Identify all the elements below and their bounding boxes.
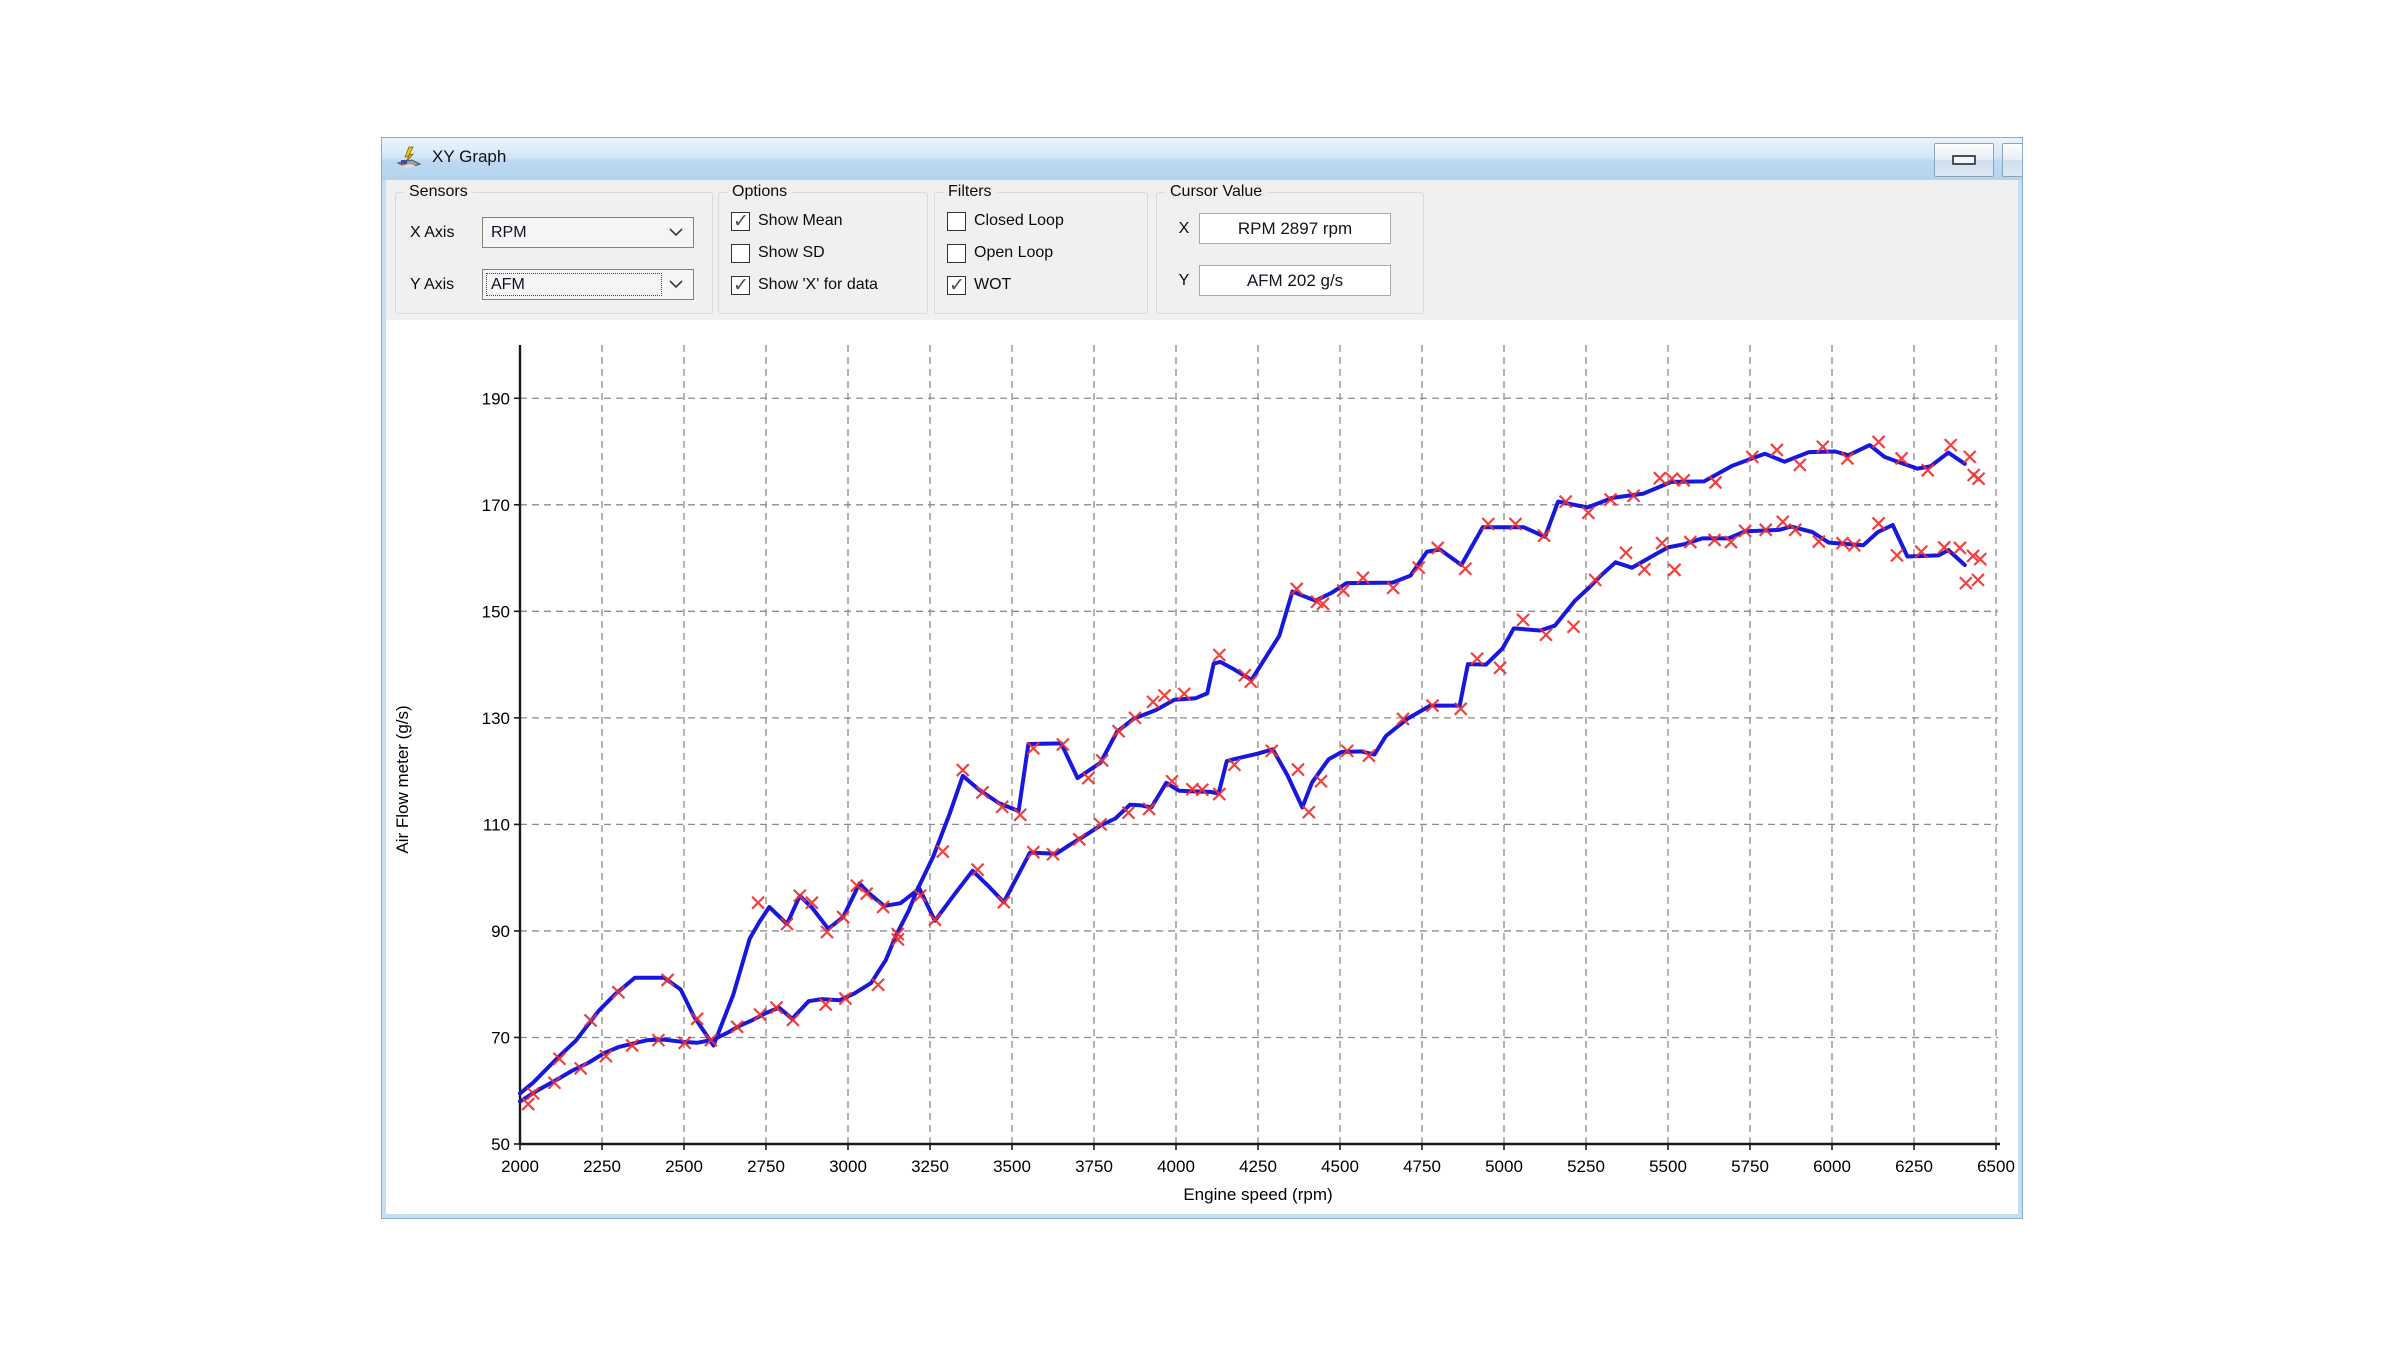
checkbox-show-sd[interactable]: ✓ Show SD: [731, 241, 825, 265]
window-border-bottom: [382, 1214, 2022, 1218]
y-axis-label: Y Axis: [410, 275, 455, 293]
checkbox-icon: ✓: [731, 243, 750, 263]
filters-legend: Filters: [943, 183, 997, 201]
svg-text:90: 90: [491, 922, 510, 941]
svg-text:4000: 4000: [1157, 1157, 1195, 1176]
chart-panel: [386, 320, 2018, 1214]
cursor-value-group: Cursor Value X RPM 2897 rpm Y AFM 202 g/…: [1156, 183, 1424, 314]
svg-text:130: 130: [482, 709, 510, 728]
gridlines: [520, 345, 1998, 1144]
x-axis-title: Engine speed (rpm): [1183, 1185, 1332, 1204]
cursor-x-label: X: [1178, 219, 1190, 237]
checkbox-icon: ✓: [731, 274, 750, 296]
x-axis-label: X Axis: [410, 223, 455, 241]
x-tick-labels: 2000 2250 2500 2750 3000 3250 3500 3750 4000 4250…: [501, 1157, 2015, 1176]
minimize-button[interactable]: [1934, 143, 1994, 177]
checkbox-wot[interactable]: ✓ WOT: [947, 274, 1012, 296]
tick-marks: [514, 397, 1997, 1150]
checkbox-icon: ✓: [947, 211, 966, 231]
checkbox-icon: ✓: [947, 243, 966, 263]
cursor-value-legend: Cursor Value: [1165, 183, 1268, 201]
svg-text:2750: 2750: [747, 1157, 785, 1176]
maximize-button[interactable]: [2002, 143, 2022, 177]
cursor-x-value: RPM 2897 rpm: [1237, 218, 1353, 238]
svg-text:5250: 5250: [1567, 1157, 1605, 1176]
sensors-group: Sensors X Axis RPM Y Axis AFM .: [395, 183, 713, 314]
svg-text:70: 70: [491, 1028, 510, 1047]
window-border-left: [382, 180, 386, 1218]
xy-plot[interactable]: 2000 2250 2500 2750 3000 3250 3500 3750 4000 4250…: [386, 180, 2018, 1214]
svg-text:110: 110: [483, 815, 510, 834]
upper-trace-data: [526, 435, 1986, 1101]
svg-text:3750: 3750: [1075, 1157, 1113, 1176]
svg-text:6500: 6500: [1977, 1157, 2015, 1176]
cursor-y-value-box: AFM 202 g/s: [1199, 265, 1391, 296]
cursor-y-label: Y: [1178, 271, 1190, 289]
y-axis-combobox[interactable]: AFM .: [482, 269, 694, 300]
checkbox-show-x-for-data[interactable]: ✓ Show 'X' for data: [731, 274, 878, 296]
options-group: Options ✓ Show Mean ✓ Show SD ✓ Show 'X'…: [718, 183, 928, 314]
cursor-x-value-box: RPM 2897 rpm: [1199, 213, 1391, 244]
filters-group: Filters ✓ Closed Loop ✓ Open Loop ✓ WOT: [934, 183, 1148, 314]
upper-trace-mean: [518, 443, 1967, 1096]
svg-text:170: 170: [482, 496, 510, 515]
svg-text:5500: 5500: [1649, 1157, 1687, 1176]
svg-text:3250: 3250: [911, 1157, 949, 1176]
checkbox-open-loop[interactable]: ✓ Open Loop: [947, 241, 1053, 265]
title-bar[interactable]: XY Graph: [382, 138, 2022, 180]
chevron-down-icon: [669, 280, 683, 289]
y-axis-focus-rect: AFM: [485, 272, 663, 297]
checkbox-closed-loop[interactable]: ✓ Closed Loop: [947, 209, 1064, 233]
svg-text:3000: 3000: [829, 1157, 867, 1176]
x-axis-combobox[interactable]: RPM: [482, 217, 694, 248]
cursor-y-value: AFM 202 g/s: [1246, 270, 1344, 290]
window-title: XY Graph: [432, 147, 507, 166]
chevron-down-icon: [669, 228, 683, 237]
svg-text:4250: 4250: [1239, 1157, 1277, 1176]
y-axis-title: Air Flow meter (g/s): [393, 705, 412, 853]
toolbar: Sensors X Axis RPM Y Axis AFM .: [386, 180, 2018, 320]
sensors-legend: Sensors: [404, 183, 473, 201]
x-axis-value: RPM: [491, 223, 527, 241]
svg-text:3500: 3500: [993, 1157, 1031, 1176]
y-tick-labels: 50 70 90 110 130 150 170 190: [482, 389, 510, 1154]
app-spark-icon: [396, 146, 422, 169]
checkbox-icon: ✓: [731, 210, 750, 232]
svg-text:150: 150: [482, 602, 510, 621]
svg-text:6000: 6000: [1813, 1157, 1851, 1176]
svg-text:2500: 2500: [665, 1157, 703, 1176]
window-border-right: [2018, 180, 2022, 1218]
checkbox-icon: ✓: [947, 274, 966, 296]
svg-text:4500: 4500: [1321, 1157, 1359, 1176]
svg-text:4750: 4750: [1403, 1157, 1441, 1176]
xy-graph-window: XY Graph Sensors X Axis RPM Y Axis AFM: [381, 137, 2023, 1219]
y-axis-value: AFM: [491, 275, 525, 293]
options-legend: Options: [727, 183, 793, 201]
svg-text:50: 50: [491, 1135, 510, 1154]
checkbox-show-mean[interactable]: ✓ Show Mean: [731, 210, 843, 232]
svg-text:2000: 2000: [501, 1157, 539, 1176]
minimize-icon: [1952, 155, 1976, 165]
lower-trace-mean: [518, 523, 1967, 1104]
svg-text:190: 190: [482, 389, 510, 408]
svg-text:5750: 5750: [1731, 1157, 1769, 1176]
svg-text:2250: 2250: [583, 1157, 621, 1176]
lower-trace-data: [521, 515, 1988, 1111]
svg-text:5000: 5000: [1485, 1157, 1523, 1176]
svg-text:6250: 6250: [1895, 1157, 1933, 1176]
